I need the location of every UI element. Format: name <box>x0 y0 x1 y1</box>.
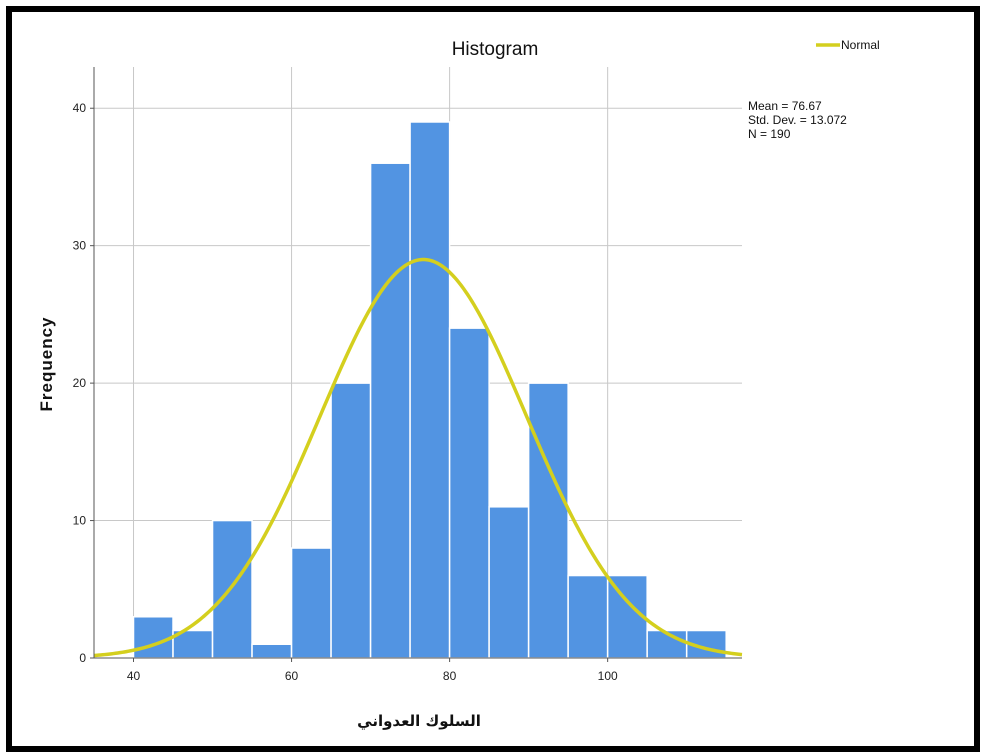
histogram-bar <box>409 121 451 659</box>
histogram-bar <box>527 382 569 659</box>
y-axis-label: Frequency <box>37 317 56 412</box>
y-tick-label: 40 <box>73 101 87 115</box>
histogram-chart: 0 10 20 30 40 40 60 80 100 Histogram Frequency ا… <box>37 38 880 730</box>
histogram-bar <box>132 616 174 659</box>
y-tick-label: 10 <box>73 514 87 528</box>
legend: Normal <box>816 38 880 52</box>
x-tick-label: 100 <box>598 669 618 683</box>
x-tick-label: 60 <box>285 669 299 683</box>
histogram-bar <box>251 643 293 659</box>
histogram-bars <box>132 121 727 659</box>
histogram-bar <box>290 547 332 659</box>
y-tick-label: 30 <box>73 239 87 253</box>
chart-title: Histogram <box>452 39 539 60</box>
histogram-bar <box>211 519 253 659</box>
y-tick-label: 20 <box>73 376 87 390</box>
histogram-bar <box>172 629 214 659</box>
histogram-bar <box>330 382 372 659</box>
histogram-bar <box>488 506 530 659</box>
legend-label-normal: Normal <box>841 38 880 52</box>
histogram-bar <box>369 162 411 659</box>
x-tick-label: 80 <box>443 669 457 683</box>
x-axis-label: السلوك العدواني <box>357 712 481 730</box>
stats-mean: Mean = 76.67 <box>748 99 822 113</box>
chart-frame: 0 10 20 30 40 40 60 80 100 Histogram Frequency ا… <box>6 6 980 752</box>
y-tick-label: 0 <box>79 651 86 665</box>
normal-curve <box>93 257 743 658</box>
x-tick-label: 40 <box>127 669 141 683</box>
stats-n: N = 190 <box>748 127 791 141</box>
histogram-bar <box>567 574 609 659</box>
tick-labels: 0 10 20 30 40 40 60 80 100 <box>73 101 618 683</box>
histogram-bar <box>448 327 490 659</box>
axes <box>90 67 742 662</box>
stats-box: Mean = 76.67 Std. Dev. = 13.072 N = 190 <box>748 99 847 141</box>
stats-std-dev: Std. Dev. = 13.072 <box>748 113 847 127</box>
